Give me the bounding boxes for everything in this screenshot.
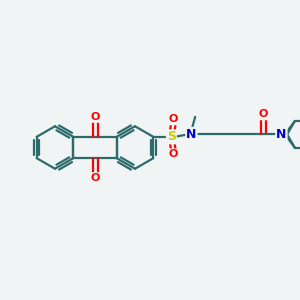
- Text: O: O: [90, 112, 100, 122]
- Text: O: O: [169, 114, 178, 124]
- Text: N: N: [276, 128, 286, 141]
- Text: S: S: [167, 130, 176, 143]
- Text: O: O: [169, 149, 178, 159]
- Text: N: N: [186, 128, 197, 141]
- Text: O: O: [90, 173, 100, 183]
- Text: O: O: [259, 110, 268, 119]
